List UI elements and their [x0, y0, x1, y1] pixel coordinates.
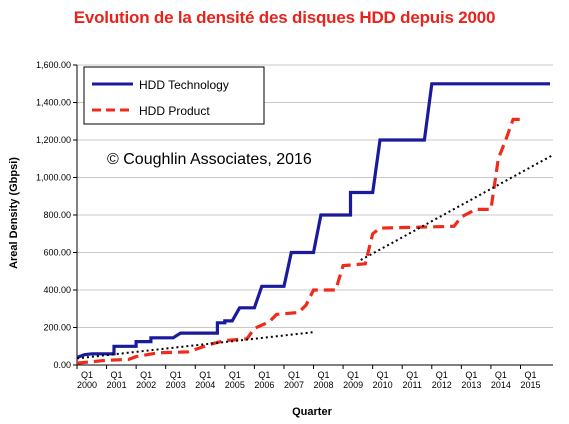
x-tick-label-quarter: Q1: [81, 370, 93, 380]
x-tick-label-year: 2000: [77, 380, 97, 390]
x-tick-label-year: 2001: [107, 380, 127, 390]
page-title: Evolution de la densité des disques HDD …: [73, 8, 496, 27]
x-tick-label-year: 2009: [343, 380, 363, 390]
y-tick-label: 0.00: [53, 360, 71, 370]
x-tick-label-year: 2010: [373, 380, 393, 390]
x-tick-label-year: 2014: [491, 380, 511, 390]
trend-line-3: [360, 154, 554, 261]
x-tick-label-quarter: Q1: [140, 370, 152, 380]
x-tick-label-quarter: Q1: [229, 370, 241, 380]
x-tick-label-quarter: Q1: [524, 370, 536, 380]
y-tick-label: 1,000.00: [36, 173, 71, 183]
x-tick-labels: Q12000Q12001Q12002Q12003Q12004Q12005Q120…: [77, 370, 541, 390]
legend-box: [83, 66, 265, 125]
series-line-hdd-product: [76, 117, 521, 365]
series-lines: [76, 82, 554, 365]
y-tick-label: 400.00: [43, 285, 71, 295]
y-tick-label: 200.00: [43, 323, 71, 333]
x-tick-label-quarter: Q1: [288, 370, 300, 380]
copyright-annotation: © Coughlin Associates, 2016: [107, 151, 312, 168]
x-tick-label-year: 2008: [314, 380, 334, 390]
y-tick-label: 1,200.00: [36, 135, 71, 145]
x-tick-label-year: 2005: [225, 380, 245, 390]
axes: [73, 64, 553, 369]
x-tick-label-quarter: Q1: [495, 370, 507, 380]
y-axis-title: Areal Density (Gbpsi): [8, 157, 20, 269]
y-tick-label: 1,600.00: [36, 60, 71, 70]
x-tick-label-year: 2006: [254, 380, 274, 390]
x-tick-label-quarter: Q1: [318, 370, 330, 380]
series-line-hdd-technology: [76, 82, 550, 359]
x-tick-label-quarter: Q1: [258, 370, 270, 380]
legend-label-hdd-product: HDD Product: [139, 104, 210, 118]
x-tick-label-quarter: Q1: [347, 370, 359, 380]
x-tick-label-year: 2002: [136, 380, 156, 390]
x-axis-title: Quarter: [292, 406, 332, 418]
x-tick-label-quarter: Q1: [406, 370, 418, 380]
y-tick-label: 600.00: [43, 248, 71, 258]
x-tick-label-year: 2013: [461, 380, 481, 390]
x-tick-label-quarter: Q1: [111, 370, 123, 380]
x-tick-label-quarter: Q1: [170, 370, 182, 380]
x-tick-label-quarter: Q1: [199, 370, 211, 380]
legend-label-hdd-technology: HDD Technology: [139, 78, 229, 92]
x-tick-label-quarter: Q1: [377, 370, 389, 380]
x-tick-label-year: 2015: [520, 380, 540, 390]
x-tick-label-year: 2003: [166, 380, 186, 390]
x-tick-label-year: 2012: [432, 380, 452, 390]
y-tick-labels: 0.00 200.00 400.00 600.00 800.00 1,000.00 1,20…: [36, 60, 71, 370]
y-tick-label: 800.00: [43, 210, 71, 220]
x-tick-label-year: 2007: [284, 380, 304, 390]
x-tick-label-quarter: Q1: [465, 370, 477, 380]
x-tick-label-quarter: Q1: [436, 370, 448, 380]
legend: HDD Technology HDD Product: [83, 66, 265, 125]
x-tick-label-year: 2011: [403, 380, 422, 390]
y-tick-label: 1,400.00: [36, 98, 71, 108]
x-tick-label-year: 2004: [195, 380, 215, 390]
